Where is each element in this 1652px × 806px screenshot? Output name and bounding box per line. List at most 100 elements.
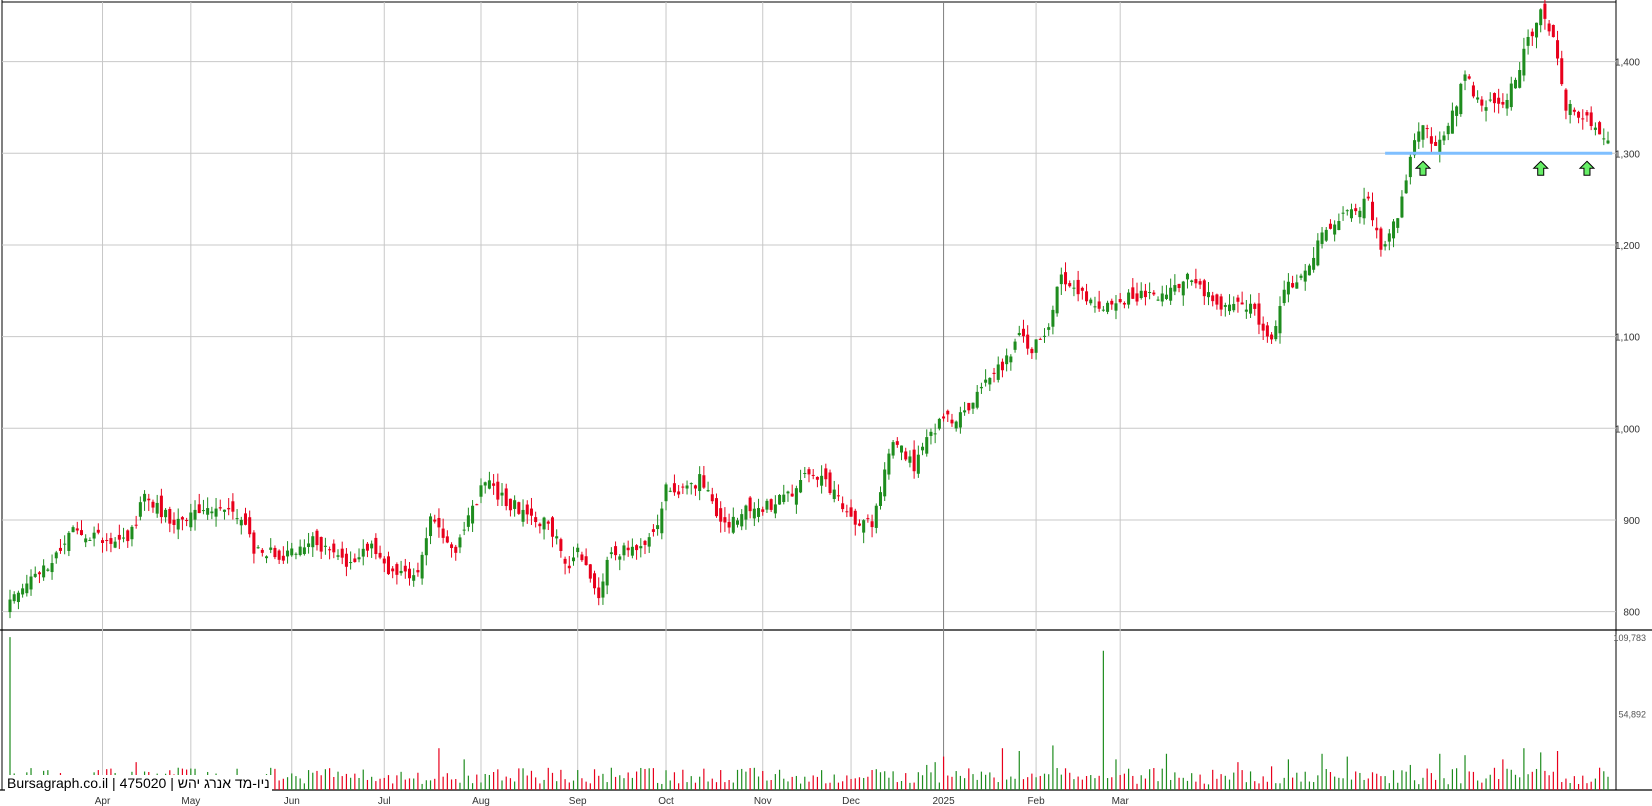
candle-body (466, 515, 470, 527)
candle-body (559, 539, 563, 551)
candle-body (933, 433, 937, 435)
candle-body (496, 481, 500, 500)
candle-body (1299, 275, 1303, 278)
candle-body (1513, 79, 1517, 89)
candle-body (1547, 23, 1551, 32)
candle-body (1556, 40, 1560, 59)
candle-body (1408, 156, 1412, 178)
candle-body (391, 568, 395, 572)
candle-body (1148, 292, 1152, 294)
candle-body (1295, 282, 1299, 289)
candle-body (588, 564, 592, 579)
candle-body (1505, 99, 1509, 109)
candle-body (1484, 107, 1488, 111)
candle-body (1232, 303, 1236, 311)
candle-body (689, 483, 693, 485)
candle-body (958, 412, 962, 428)
candle-body (1560, 58, 1564, 85)
candle-body (365, 543, 369, 551)
candle-body (37, 572, 41, 575)
candle-body (349, 562, 353, 564)
candle-body (29, 576, 33, 590)
candle-body (500, 492, 504, 496)
candle-body (597, 587, 601, 599)
candle-body (626, 547, 630, 551)
candle-body (1249, 303, 1253, 314)
month-label: Sep (569, 796, 587, 806)
candle-body (1522, 48, 1526, 76)
candle-body (416, 570, 420, 573)
candle-body (71, 527, 75, 533)
candle-body (971, 402, 975, 409)
candle-body (471, 505, 475, 524)
candle-body (908, 456, 912, 463)
candle-body (542, 517, 546, 530)
candle-body (138, 502, 142, 517)
candle-body (302, 547, 306, 555)
candle-body (1106, 302, 1110, 312)
candle-body (1589, 112, 1593, 127)
candle-body (656, 525, 660, 530)
candle-body (693, 485, 697, 489)
candle-body (105, 540, 109, 542)
candle-body (1198, 281, 1202, 285)
candle-body (336, 555, 340, 557)
candle-body (769, 499, 773, 510)
candle-body (1539, 9, 1543, 26)
candle-body (273, 547, 277, 558)
candle-body (1606, 140, 1610, 144)
candle-body (33, 573, 37, 577)
candle-body (635, 545, 639, 551)
candle-body (151, 501, 155, 508)
candle-body (1446, 125, 1450, 135)
up-arrow-icon (1414, 160, 1432, 176)
price-tick-label: 1,200 (1615, 241, 1640, 252)
candle-body (584, 556, 588, 566)
month-label: May (181, 796, 200, 806)
candle-body (1021, 328, 1025, 337)
candle-body (1009, 356, 1013, 363)
candle-body (214, 508, 218, 517)
price-tick-label: 800 (1623, 608, 1640, 619)
candle-body (752, 508, 756, 519)
candle-body (1076, 279, 1080, 295)
candle-body (950, 419, 954, 424)
candle-body (298, 546, 302, 556)
candle-body (353, 558, 357, 562)
month-label: Jul (378, 796, 391, 806)
candle-body (1122, 302, 1126, 305)
candle-body (1257, 303, 1261, 325)
candle-body (866, 518, 870, 520)
candle-body (1152, 292, 1156, 295)
candle-body (1324, 229, 1328, 241)
candle-body (651, 529, 655, 532)
candle-body (12, 594, 16, 602)
candle-body (1101, 309, 1105, 311)
candle-body (1131, 287, 1135, 299)
candle-body (1110, 300, 1114, 305)
candle-body (1564, 89, 1568, 111)
candle-body (222, 509, 226, 512)
candle-body (563, 558, 567, 564)
candle-body (1206, 292, 1211, 298)
candle-body (883, 469, 887, 497)
candle-body (143, 493, 147, 502)
candle-body (164, 509, 168, 518)
candle-body (21, 588, 25, 595)
candle-body (1316, 240, 1320, 266)
candle-body (1442, 135, 1446, 141)
candle-body (504, 488, 508, 507)
candle-body (643, 540, 647, 545)
candle-body (286, 550, 290, 557)
candle-body (555, 536, 559, 539)
candle-body (900, 445, 904, 453)
candle-body (399, 570, 403, 574)
candle-body (546, 521, 550, 524)
candle-body (534, 517, 538, 523)
candle-body (824, 468, 828, 480)
candle-body (963, 410, 967, 413)
candle-body (260, 549, 264, 553)
candle-body (1177, 283, 1181, 289)
month-label: Jun (284, 796, 300, 806)
candle-body (1072, 287, 1076, 289)
